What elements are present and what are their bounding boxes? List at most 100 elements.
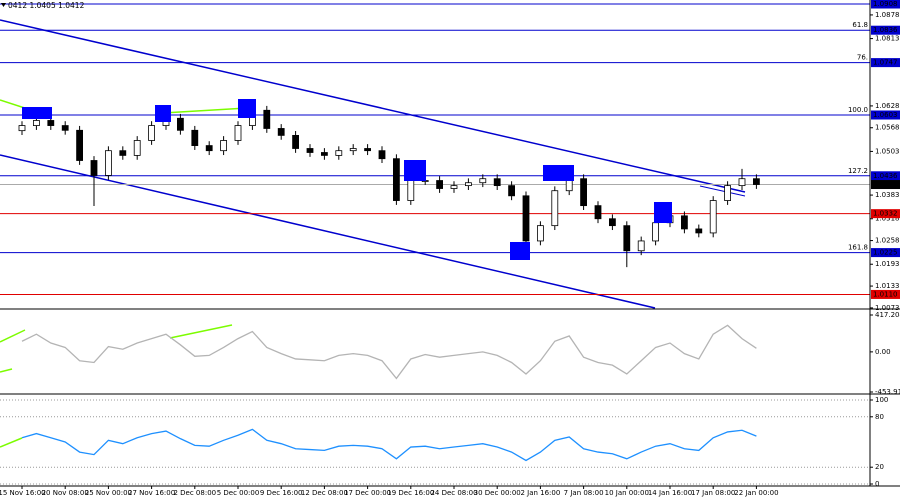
trend-line — [699, 185, 746, 197]
x-tick-label: 19 Dec 16:00 — [387, 489, 434, 497]
candle-body — [681, 215, 688, 230]
level-label: 1.0436 — [873, 172, 898, 180]
marker — [543, 165, 574, 181]
level-tag — [871, 171, 900, 181]
candle-body — [609, 218, 616, 227]
candle-body — [335, 150, 343, 156]
x-tick-label: 10 Jan 00:00 — [605, 489, 649, 497]
level-tag — [871, 110, 900, 120]
candle-body — [119, 150, 127, 156]
divergence-line — [169, 324, 233, 339]
x-tick-label: 24 Dec 08:00 — [430, 489, 477, 497]
level-tag — [871, 289, 900, 299]
candle-body — [493, 178, 501, 187]
candle-body — [306, 148, 314, 153]
candle-body — [537, 225, 544, 242]
y-tick-label: 100 — [875, 396, 888, 404]
candle-body — [551, 190, 559, 227]
candle-body — [378, 150, 386, 160]
indicator-line — [21, 324, 757, 380]
level-label: 1.0908 — [873, 0, 898, 8]
fib-label: 76. — [857, 54, 868, 62]
candle-body — [76, 129, 83, 161]
marker — [238, 99, 256, 118]
x-tick-label: 14 Jan 16:00 — [648, 489, 692, 497]
x-tick-label: 9 Dec 16:00 — [260, 489, 303, 497]
channel-lower — [0, 154, 656, 309]
level-tag — [871, 25, 900, 35]
candle-body — [61, 125, 69, 131]
candle-body — [522, 195, 530, 242]
candle-body — [90, 160, 98, 176]
x-tick-label: 30 Dec 00:00 — [474, 489, 521, 497]
candle-body — [176, 117, 184, 131]
fib-label: 100.0 — [848, 106, 868, 114]
y-tick-label: 0 — [875, 480, 879, 488]
candle-body — [724, 185, 731, 201]
fib-label: 127.2 — [848, 167, 868, 175]
y-tick-label: 1.0568 — [875, 124, 900, 132]
divergence-line — [0, 437, 23, 448]
fib-label: 61.8 — [852, 21, 868, 29]
candle-body — [464, 182, 472, 187]
level-tag — [871, 209, 900, 219]
fib-label: 161.8 — [848, 244, 868, 252]
x-tick-label: 2 Dec 08:00 — [173, 489, 216, 497]
y-tick-label: 1.0813 — [875, 35, 900, 43]
candle-body — [220, 140, 228, 152]
level-tag — [871, 180, 900, 190]
candle-body — [637, 240, 645, 252]
candle-body — [623, 225, 631, 252]
candle-body — [508, 185, 516, 197]
y-tick-label: 1.0628 — [875, 102, 900, 110]
candle-body — [407, 180, 415, 201]
candle-body — [292, 134, 300, 149]
y-tick-label: 80 — [875, 413, 884, 421]
candle-body — [33, 120, 40, 126]
level-tag — [871, 248, 900, 258]
candle-body — [349, 148, 357, 152]
x-tick-label: 12 Dec 08:00 — [301, 489, 348, 497]
y-tick-label: 1.0383 — [875, 191, 900, 199]
level-label: 1.0110 — [873, 290, 898, 298]
candle-body — [105, 150, 112, 176]
candle-body — [436, 180, 444, 189]
candle-body — [234, 125, 242, 141]
candle-body — [133, 140, 141, 156]
x-tick-label: 7 Jan 08:00 — [564, 489, 604, 497]
level-tag — [871, 58, 900, 68]
candle-body — [594, 205, 602, 220]
x-tick-label: 27 Nov 16:00 — [128, 489, 175, 497]
marker — [155, 105, 171, 122]
candle-body — [753, 178, 760, 185]
marker — [22, 107, 52, 119]
markers — [22, 99, 672, 260]
candle-body — [450, 185, 458, 189]
level-label: 1.0747 — [873, 59, 898, 67]
candle-body — [18, 125, 26, 132]
y-tick-label: 1.0073 — [875, 304, 900, 312]
channel-upper — [0, 19, 746, 193]
level-tag — [871, 0, 900, 9]
annotations — [0, 19, 746, 448]
level-label: 1.0332 — [873, 210, 898, 218]
candle-body — [738, 178, 746, 187]
y-tick-label: 1.0878 — [875, 11, 900, 19]
marker — [404, 160, 426, 181]
candle-body — [695, 228, 703, 234]
x-tick-label: 15 Nov 16:00 — [0, 489, 46, 497]
y-tick-label: 1.0503 — [875, 147, 900, 155]
y-tick-label: 1.0318 — [875, 215, 900, 223]
candle-body — [479, 178, 487, 184]
level-label: 1.0225 — [873, 249, 898, 257]
x-tick-label: 5 Dec 00:00 — [217, 489, 260, 497]
candle-body — [148, 125, 156, 141]
menu-icon — [1, 3, 6, 7]
divergence-line — [0, 329, 26, 343]
y-tick-label: 20 — [875, 463, 884, 471]
candle-body — [47, 120, 55, 126]
divergence-line — [0, 368, 13, 373]
candle-body — [580, 178, 587, 207]
